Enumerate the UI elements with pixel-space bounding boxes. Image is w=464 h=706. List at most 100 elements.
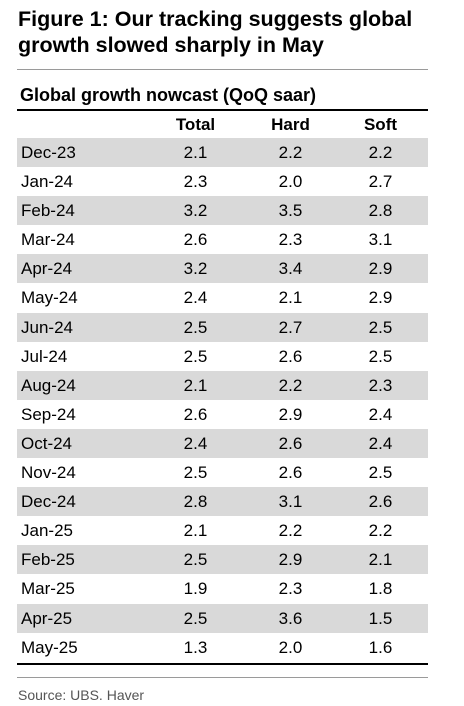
soft-value: 2.5 [368,317,393,337]
soft-value: 2.1 [368,550,393,570]
table-row: Jan-24 2.3 2.0 2.7 [17,167,428,196]
total-value: 1.9 [183,579,208,599]
row-label: Aug-24 [21,375,76,395]
total-value: 3.2 [183,259,208,279]
table-row: May-25 1.3 2.0 1.6 [17,633,428,662]
table-row: Jul-24 2.5 2.6 2.5 [17,342,428,371]
hard-value: 2.3 [278,579,303,599]
hard-value: 2.6 [278,463,303,483]
total-value: 2.5 [183,317,208,337]
table-row: Feb-24 3.2 3.5 2.8 [17,196,428,226]
total-value: 2.1 [183,521,208,541]
soft-value: 2.3 [368,375,393,395]
total-value: 2.3 [183,172,208,192]
hard-value: 2.6 [278,346,303,366]
total-value: 2.5 [183,608,208,628]
table-row: Mar-25 1.9 2.3 1.8 [17,574,428,603]
table-row: Dec-23 2.1 2.2 2.2 [17,138,428,168]
soft-value: 1.8 [368,579,393,599]
row-label: Dec-24 [21,492,76,512]
row-label: Jan-25 [21,521,73,541]
table-row: May-24 2.4 2.1 2.9 [17,283,428,312]
hard-value: 2.9 [278,404,303,424]
hard-value: 2.6 [278,433,303,453]
hard-value: 3.5 [278,201,303,221]
table-row: Apr-24 3.2 3.4 2.9 [17,254,428,284]
soft-value: 2.9 [368,288,393,308]
row-label: Nov-24 [21,463,76,483]
soft-value: 3.1 [368,230,393,250]
row-label: Mar-25 [21,579,75,599]
total-value: 2.6 [183,230,208,250]
soft-value: 2.8 [368,201,393,221]
table-row: Jun-24 2.5 2.7 2.5 [17,312,428,342]
source-note: Source: UBS. Haver [18,687,145,703]
row-label: Mar-24 [21,230,75,250]
hard-value: 3.4 [278,259,303,279]
row-label: Oct-24 [21,433,73,453]
table-top-rule [17,109,428,111]
table-row: Feb-25 2.5 2.9 2.1 [17,545,428,575]
total-value: 2.4 [183,433,208,453]
table-title: Global growth nowcast (QoQ saar) [20,85,317,105]
hard-value: 2.0 [278,637,303,657]
hard-value: 2.2 [278,521,303,541]
soft-value: 1.6 [368,637,393,657]
row-label: Dec-23 [21,143,76,162]
hard-value: 3.6 [278,608,303,628]
row-label: Apr-24 [21,259,73,279]
row-label: Apr-25 [21,608,73,628]
total-value: 2.5 [183,346,208,366]
soft-value: 2.2 [368,143,393,162]
table-row: Aug-24 2.1 2.2 2.3 [17,370,428,400]
total-value: 2.1 [183,375,208,395]
hard-value: 2.1 [278,288,303,308]
hard-value: 2.7 [278,317,303,337]
soft-value: 2.4 [368,433,393,453]
row-label: May-24 [21,288,78,308]
title-divider [17,69,428,70]
table-body: Dec-23 2.1 2.2 2.2 Jan-24 2.3 2.0 2.7 Feb-24 3.2 3… [17,138,428,662]
soft-value: 2.4 [368,404,393,424]
total-value: 2.1 [183,143,208,162]
hard-value: 3.1 [278,492,303,512]
soft-value: 2.5 [368,346,393,366]
table-row: Nov-24 2.5 2.6 2.5 [17,458,428,487]
hard-value: 2.3 [278,230,303,250]
row-label: Feb-24 [21,201,75,221]
total-value: 2.6 [183,404,208,424]
table-row: Apr-25 2.5 3.6 1.5 [17,603,428,633]
table-row: Oct-24 2.4 2.6 2.4 [17,428,428,459]
total-value: 3.2 [183,201,208,221]
row-label: Jan-24 [21,172,73,192]
soft-value: 1.5 [368,608,393,628]
total-value: 2.8 [183,492,208,512]
total-value: 1.3 [183,637,208,657]
row-label: May-25 [21,637,78,657]
source-divider [17,677,428,678]
table-row: Dec-24 2.8 3.1 2.6 [17,487,428,517]
row-label: Sep-24 [21,404,76,424]
total-value: 2.5 [183,463,208,483]
column-header-soft: Soft [363,115,398,134]
hard-value: 2.2 [278,375,303,395]
soft-value: 2.7 [368,172,393,192]
column-header-hard: Hard [271,115,310,134]
soft-value: 2.5 [368,463,393,483]
row-label: Jun-24 [21,317,73,337]
soft-value: 2.2 [368,521,393,541]
soft-value: 2.6 [368,492,393,512]
hard-value: 2.2 [278,143,303,162]
column-header-total: Total [175,115,216,134]
total-value: 2.4 [183,288,208,308]
total-value: 2.5 [183,550,208,570]
table-row: Jan-25 2.1 2.2 2.2 [17,516,428,545]
figure-title: Figure 1: Our tracking suggests global g… [18,7,413,57]
table-row: Mar-24 2.6 2.3 3.1 [17,225,428,254]
hard-value: 2.9 [278,550,303,570]
table-bottom-rule [17,663,428,665]
row-label: Jul-24 [21,346,68,366]
hard-value: 2.0 [278,172,303,192]
soft-value: 2.9 [368,259,393,279]
row-label: Feb-25 [21,550,75,570]
